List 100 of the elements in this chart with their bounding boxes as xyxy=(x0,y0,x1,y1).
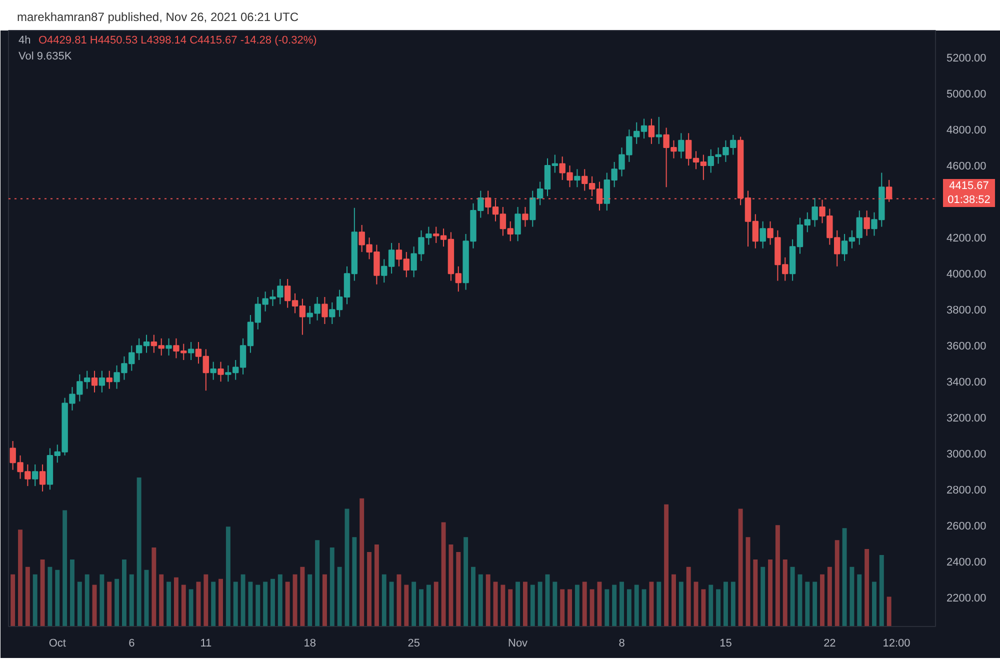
bar xyxy=(782,559,788,626)
y-tick-label: 4800.00 xyxy=(946,124,986,137)
candlestick xyxy=(656,116,662,144)
bar xyxy=(805,582,810,626)
candlestick xyxy=(106,370,112,390)
bar xyxy=(337,566,342,626)
candlestick xyxy=(522,206,528,228)
y-tick-label: 3400.00 xyxy=(946,376,986,389)
bar xyxy=(114,578,120,626)
bar xyxy=(530,584,535,626)
bar xyxy=(516,582,520,626)
bar xyxy=(352,537,357,626)
bar xyxy=(768,559,772,626)
bar xyxy=(48,566,52,626)
x-tick-label: 18 xyxy=(304,638,316,650)
bar xyxy=(25,566,30,626)
bar xyxy=(790,566,795,626)
bar xyxy=(872,582,876,626)
bar xyxy=(701,589,706,626)
candlestick xyxy=(514,206,521,242)
bar xyxy=(642,589,646,626)
bar xyxy=(248,582,253,626)
ref-line-label: 4415.67 xyxy=(943,179,995,193)
bar xyxy=(471,566,476,626)
bar xyxy=(686,566,691,626)
candlestick xyxy=(98,370,106,393)
bar xyxy=(522,582,528,626)
y-tick-label: 3600.00 xyxy=(946,340,986,353)
bar xyxy=(441,522,446,626)
bar xyxy=(226,526,230,626)
candlestick xyxy=(678,132,684,159)
bar xyxy=(315,540,320,626)
bar xyxy=(723,582,728,626)
bar xyxy=(412,582,416,626)
x-tick-label: 25 xyxy=(408,638,420,650)
bar xyxy=(330,548,334,626)
candlestick xyxy=(864,210,870,236)
y-tick-label: 2600.00 xyxy=(946,520,986,533)
text: marekhamran87 published, Nov 26, 2021 06:21 UTC xyxy=(16,9,298,26)
bar xyxy=(426,584,431,626)
bar xyxy=(77,582,82,626)
bar xyxy=(404,584,409,626)
bar xyxy=(798,574,802,626)
bar xyxy=(166,582,172,626)
bar xyxy=(100,574,104,626)
x-tick-label: 22 xyxy=(824,638,836,650)
candlestick xyxy=(32,464,38,487)
bar xyxy=(107,582,112,626)
bar xyxy=(32,574,38,626)
bar xyxy=(181,584,186,626)
bar xyxy=(434,582,438,626)
bar xyxy=(620,582,624,626)
y-tick-label: 2400.00 xyxy=(946,556,986,569)
bar xyxy=(256,584,260,626)
bar xyxy=(308,574,312,626)
candlestick xyxy=(39,464,46,492)
x-tick-label: 12:00 xyxy=(882,638,910,650)
bar xyxy=(464,537,468,626)
candlestick xyxy=(91,370,98,393)
bar xyxy=(367,552,372,626)
bar xyxy=(18,530,22,626)
bar xyxy=(500,584,506,626)
bar xyxy=(649,582,654,626)
chart-title: 4h xyxy=(18,34,31,46)
y-tick-label: 5000.00 xyxy=(946,88,986,101)
bar xyxy=(374,544,379,626)
bar xyxy=(204,574,208,626)
x-tick-label: 15 xyxy=(720,638,732,650)
bar xyxy=(508,589,513,626)
y-tick-label: 5200.00 xyxy=(946,52,986,65)
bar xyxy=(560,589,565,626)
bar xyxy=(879,554,884,626)
bar xyxy=(857,574,862,626)
bar xyxy=(604,589,610,626)
bar xyxy=(552,582,558,626)
bar xyxy=(538,582,542,626)
bar xyxy=(84,574,90,626)
bar xyxy=(612,584,617,626)
bar xyxy=(730,582,736,626)
bar xyxy=(419,589,424,626)
bar xyxy=(672,574,676,626)
bar xyxy=(233,582,238,626)
bar xyxy=(263,582,268,626)
candlestick xyxy=(188,342,194,361)
bar xyxy=(40,559,45,626)
candlestick xyxy=(166,338,172,356)
bar xyxy=(322,574,327,626)
bar xyxy=(360,498,364,626)
bar xyxy=(812,582,818,626)
bar xyxy=(486,574,490,626)
bar xyxy=(389,582,394,626)
y-tick-label: 3200.00 xyxy=(946,412,986,425)
y-tick-label: 2200.00 xyxy=(946,592,986,605)
candlestick xyxy=(210,361,216,380)
x-tick-label: 11 xyxy=(200,638,212,650)
bar xyxy=(864,549,870,626)
bar xyxy=(136,478,142,626)
bar xyxy=(270,578,275,626)
y-tick-label: 4600.00 xyxy=(946,160,986,173)
bar xyxy=(775,525,780,626)
